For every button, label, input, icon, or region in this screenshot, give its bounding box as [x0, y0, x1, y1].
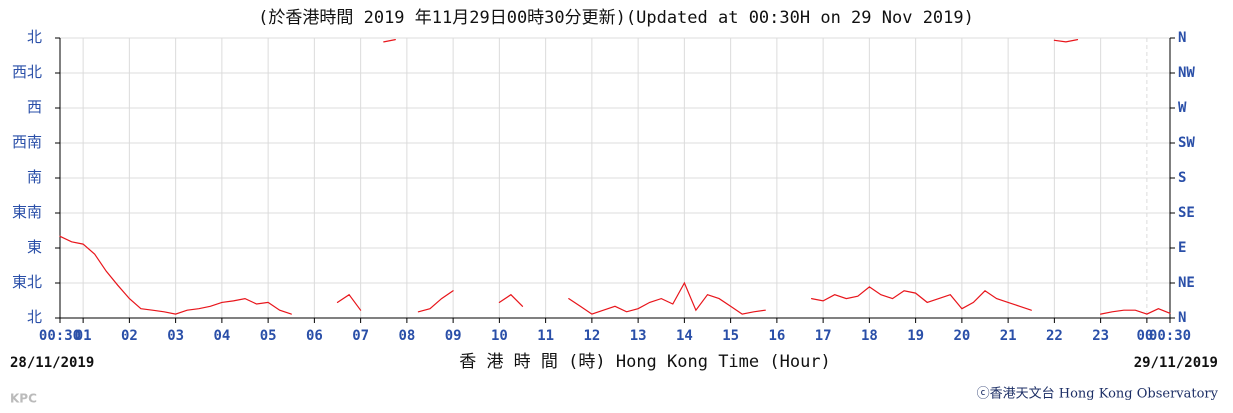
x-tick-label: 06: [306, 328, 323, 344]
x-tick-label: 02: [121, 328, 138, 344]
wind-direction-line: [59, 39, 1171, 315]
x-tick-label: 00:30: [1149, 328, 1191, 344]
x-tick-label: 12: [583, 328, 600, 344]
x-tick-label: 08: [398, 328, 415, 344]
x-tick-label: 22: [1046, 328, 1063, 344]
x-tick-label: 20: [953, 328, 970, 344]
x-tick-label: 05: [260, 328, 277, 344]
x-tick-label: 00:30: [39, 328, 81, 344]
credit: ⓒ香港天文台 Hong Kong Observatory: [977, 387, 1219, 402]
x-tick-label: 04: [213, 328, 230, 344]
y-tick-label: 東南: [12, 203, 42, 221]
y-tick-label: 西南: [12, 133, 42, 151]
y2-tick-label: N: [1178, 310, 1186, 326]
y2-tick-label: N: [1178, 30, 1186, 46]
y2-tick-label: W: [1178, 100, 1187, 116]
y-tick-label: 西北: [12, 63, 42, 81]
y-tick-label: 東: [27, 238, 42, 256]
y2-tick-label: E: [1178, 240, 1186, 256]
x-tick-label: 00: [1136, 328, 1153, 344]
x-tick-label: 23: [1092, 328, 1109, 344]
y2-tick-label: NW: [1178, 65, 1195, 81]
end-date: 29/11/2019: [1134, 355, 1218, 371]
y-tick-label: 南: [27, 168, 42, 186]
corner-note: KPC: [10, 392, 37, 406]
x-tick-label: 18: [861, 328, 878, 344]
y-tick-label: 北: [27, 28, 42, 46]
x-tick-label: 15: [722, 328, 739, 344]
y2-tick-label: S: [1178, 170, 1186, 186]
x-tick-label: 07: [352, 328, 369, 344]
y2-tick-label: SE: [1178, 205, 1195, 221]
x-tick-label: 01: [75, 328, 92, 344]
y-tick-label: 西: [27, 98, 42, 116]
x-tick-label: 09: [445, 328, 462, 344]
x-tick-label: 21: [1000, 328, 1017, 344]
y-tick-label: 北: [27, 308, 42, 326]
x-axis-label: 香 港 時 間 (時) Hong Kong Time (Hour): [459, 352, 831, 372]
x-tick-label: 16: [768, 328, 785, 344]
x-tick-label: 10: [491, 328, 508, 344]
x-tick-label: 11: [537, 328, 554, 344]
x-tick-label: 14: [676, 328, 693, 344]
y2-tick-label: SW: [1178, 135, 1195, 151]
y2-tick-label: NE: [1178, 275, 1195, 291]
chart-title: (於香港時間 2019 年11月29日00時30分更新)(Updated at …: [258, 8, 974, 28]
x-tick-label: 17: [815, 328, 832, 344]
start-date: 28/11/2019: [10, 355, 94, 371]
x-tick-label: 13: [630, 328, 647, 344]
y-tick-label: 東北: [12, 273, 42, 291]
x-tick-label: 19: [907, 328, 924, 344]
x-tick-label: 03: [167, 328, 184, 344]
